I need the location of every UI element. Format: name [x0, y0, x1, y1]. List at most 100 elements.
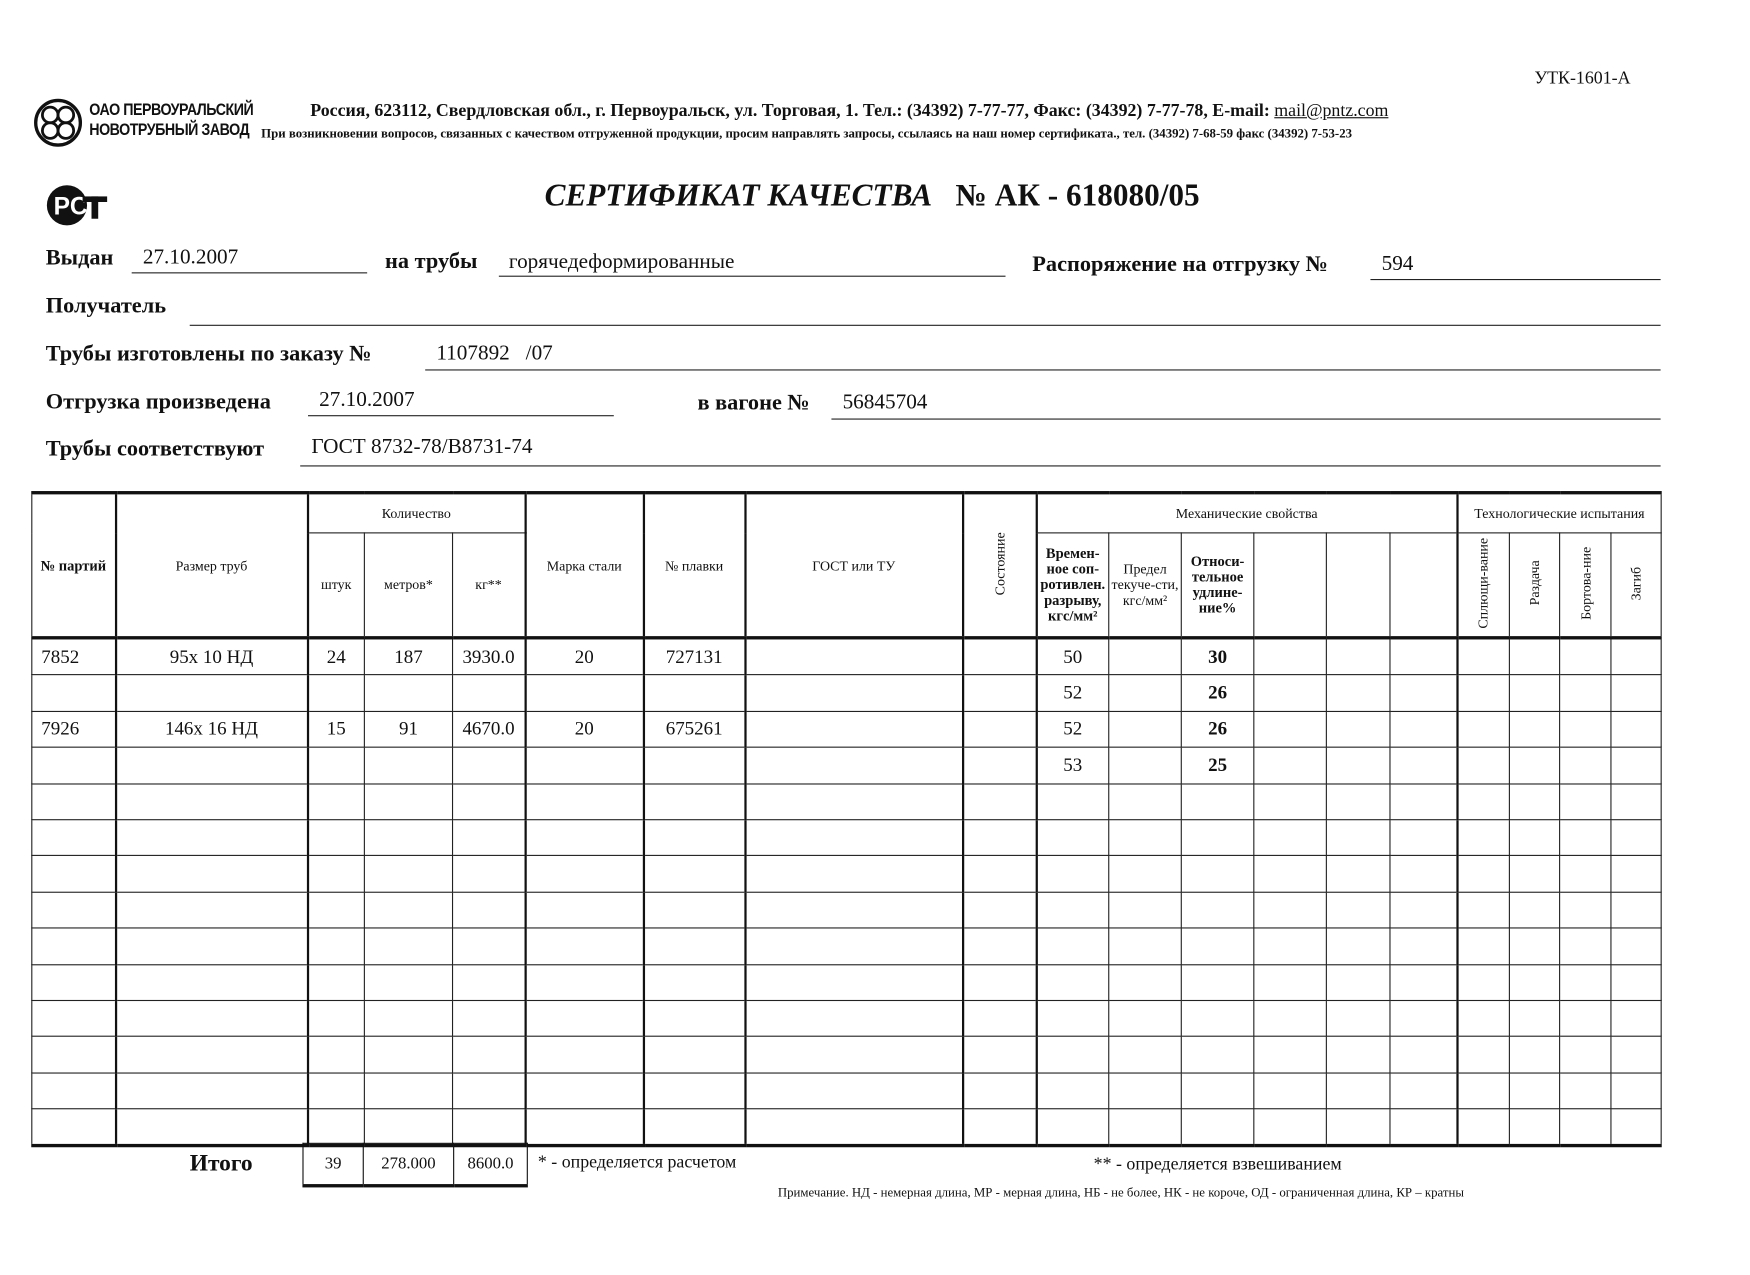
table-cell: [961, 637, 1037, 676]
table-cell: 24: [306, 637, 365, 676]
header-flattening: Сплющи-вание: [1455, 532, 1511, 640]
table-cell: [1389, 1108, 1458, 1148]
table-cell: [961, 1035, 1037, 1074]
table-cell: [1610, 819, 1662, 857]
table-cell: [642, 782, 746, 821]
table-cell: [451, 819, 526, 857]
table-cell: [1325, 1035, 1391, 1074]
table-cell: [1455, 819, 1511, 857]
shipped-label: Отгрузка произведена: [45, 389, 271, 415]
table-cell: [1108, 1072, 1182, 1110]
table-cell: [743, 1035, 964, 1074]
table-cell: [1389, 819, 1458, 857]
header-flanging: Бортова-ние: [1559, 532, 1612, 640]
table-cell: 727131: [642, 637, 746, 676]
table-cell: [523, 855, 644, 893]
table-cell: [1253, 782, 1327, 821]
table-cell: [306, 746, 365, 785]
table-cell: [961, 963, 1037, 1001]
header-steel-grade: Марка стали: [523, 491, 644, 640]
table-cell: [1455, 710, 1511, 748]
table-cell: [1108, 1035, 1182, 1074]
table-row: [31, 1035, 1662, 1074]
table-cell: [31, 891, 117, 929]
table-row: 7852 95x 10 НД 24 187 3930.0 20 727131 50 30: [31, 637, 1662, 676]
table-cell: 7926: [31, 710, 117, 748]
table-cell: [363, 819, 454, 857]
table-cell: [523, 999, 644, 1038]
table-cell: [1253, 746, 1327, 785]
table-cell: [1325, 674, 1391, 712]
table-cell: [523, 782, 644, 821]
table-cell: [1559, 855, 1612, 893]
table-cell: [1035, 891, 1110, 929]
expansion-label: Раздача: [1526, 560, 1543, 606]
table-cell: [114, 963, 309, 1001]
table-cell: [1389, 1072, 1458, 1110]
table-cell: [114, 1072, 309, 1110]
table-cell: [1508, 1035, 1561, 1074]
table-cell: [114, 782, 309, 821]
table-cell: [642, 927, 746, 965]
table-cell: [743, 855, 964, 893]
email-link[interactable]: mail@pntz.com: [1274, 101, 1389, 121]
table-cell: [1253, 637, 1327, 676]
table-cell: [743, 782, 964, 821]
table-row: [31, 999, 1662, 1038]
table-row: 53 25: [31, 746, 1662, 785]
table-row: [31, 891, 1662, 929]
table-cell: [306, 855, 365, 893]
table-cell: [1389, 855, 1458, 893]
recipient-label: Получатель: [45, 293, 167, 319]
table-cell: [1559, 710, 1612, 748]
table-cell: [306, 1072, 365, 1110]
table-cell: [1455, 891, 1511, 929]
table-cell: [1559, 819, 1612, 857]
bend-label: Загиб: [1628, 566, 1644, 600]
table-cell: [1508, 927, 1561, 965]
table-cell: [1508, 746, 1561, 785]
table-cell: [31, 1035, 117, 1074]
table-cell: [114, 674, 309, 712]
table-cell: [1508, 782, 1561, 821]
table-cell: [642, 855, 746, 893]
table-cell: [451, 674, 526, 712]
flattening-label: Сплющи-вание: [1475, 537, 1492, 629]
pipes-label: на трубы: [385, 248, 478, 274]
table-cell: [1389, 674, 1458, 712]
table-cell: [1108, 674, 1182, 712]
table-cell: [1559, 1108, 1612, 1148]
table-cell: [1389, 746, 1458, 785]
table-cell: [1108, 855, 1182, 893]
header-expansion: Раздача: [1508, 532, 1561, 640]
table-cell: [1108, 1108, 1182, 1148]
table-cell: [642, 1108, 746, 1148]
table-cell: [306, 927, 365, 965]
table-cell: 146x 16 НД: [114, 710, 309, 748]
abbreviation-note: Примечание. НД - немерная длина, МР - ме…: [777, 1186, 1465, 1200]
company-line-1: ОАО ПЕРВОУРАЛЬСКИЙ: [89, 100, 254, 120]
wagon-number: 56845704: [842, 390, 928, 415]
svg-text:PC: PC: [54, 193, 88, 220]
table-cell: [306, 963, 365, 1001]
table-cell: [31, 855, 117, 893]
table-cell: [961, 999, 1037, 1038]
table-cell: 187: [363, 637, 454, 676]
footnote-weighed: ** - определяется взвешиванием: [1093, 1155, 1342, 1175]
shipped-date: 27.10.2007: [319, 388, 415, 412]
table-cell: [743, 674, 964, 712]
table-cell: [1508, 1072, 1561, 1110]
header-meters: метров*: [363, 532, 454, 640]
table-cell: [1610, 746, 1662, 785]
table-cell: [1108, 963, 1182, 1001]
title-number-prefix: № АК -: [955, 178, 1059, 214]
table-cell: [31, 674, 117, 712]
table-cell: [1325, 999, 1391, 1038]
table-row: 7926 146x 16 НД 15 91 4670.0 20 675261 52 26: [31, 710, 1662, 748]
header-quantity: Количество: [306, 491, 526, 534]
table-cell: [1610, 891, 1662, 929]
table-cell: [451, 1035, 526, 1074]
table-cell: [1559, 1072, 1612, 1110]
table-cell: [1325, 782, 1391, 821]
table-cell: [363, 963, 454, 1001]
